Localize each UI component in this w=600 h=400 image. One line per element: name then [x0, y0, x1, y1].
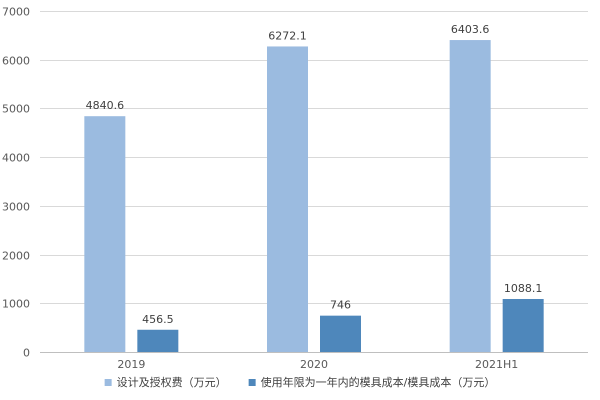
y-tick-label: 4000 [2, 152, 30, 165]
data-label: 1088.1 [504, 282, 543, 295]
legend-item-series-2: 使用年限为一年内的模具成本/模具成本（万元） [248, 375, 496, 389]
y-tick-label: 6000 [2, 55, 30, 68]
y-tick-label: 2000 [2, 250, 30, 263]
x-tick-label: 2020 [300, 358, 328, 371]
data-label: 6403.6 [451, 23, 490, 36]
y-tick-label: 3000 [2, 201, 30, 214]
y-tick-label: 7000 [2, 6, 30, 19]
legend-item-series-1: 设计及授权费（万元） [104, 375, 227, 389]
x-tick-label: 2021H1 [475, 358, 518, 371]
y-axis-tick-labels: 0 1000 2000 3000 4000 5000 6000 7000 [2, 6, 30, 360]
bar-series-2-2021H1 [502, 298, 544, 352]
gridlines [40, 11, 588, 353]
bar-series-2-2019 [137, 329, 179, 352]
data-labels: 4840.6 456.5 6272.1 746 6403.6 1088.1 [86, 23, 543, 326]
y-tick-label: 5000 [2, 103, 30, 116]
x-axis-tick-labels: 2019 2020 2021H1 [117, 358, 518, 371]
data-label: 456.5 [142, 313, 174, 326]
legend: 设计及授权费（万元） 使用年限为一年内的模具成本/模具成本（万元） [104, 375, 496, 389]
legend-label: 使用年限为一年内的模具成本/模具成本（万元） [261, 375, 496, 389]
bar-series-2-2020 [320, 315, 361, 352]
bar-series-1-2020 [267, 46, 308, 352]
legend-swatch [104, 379, 112, 386]
x-tick-label: 2019 [117, 358, 145, 371]
bar-series-1-2021H1 [449, 40, 491, 353]
bars [84, 40, 544, 353]
data-label: 6272.1 [268, 29, 307, 42]
y-tick-label: 1000 [2, 298, 30, 311]
data-label: 4840.6 [86, 99, 125, 112]
y-tick-label: 0 [23, 347, 30, 360]
legend-label: 设计及授权费（万元） [117, 375, 227, 389]
legend-swatch [248, 379, 256, 386]
bar-series-1-2019 [84, 116, 126, 352]
data-label: 746 [330, 299, 351, 312]
